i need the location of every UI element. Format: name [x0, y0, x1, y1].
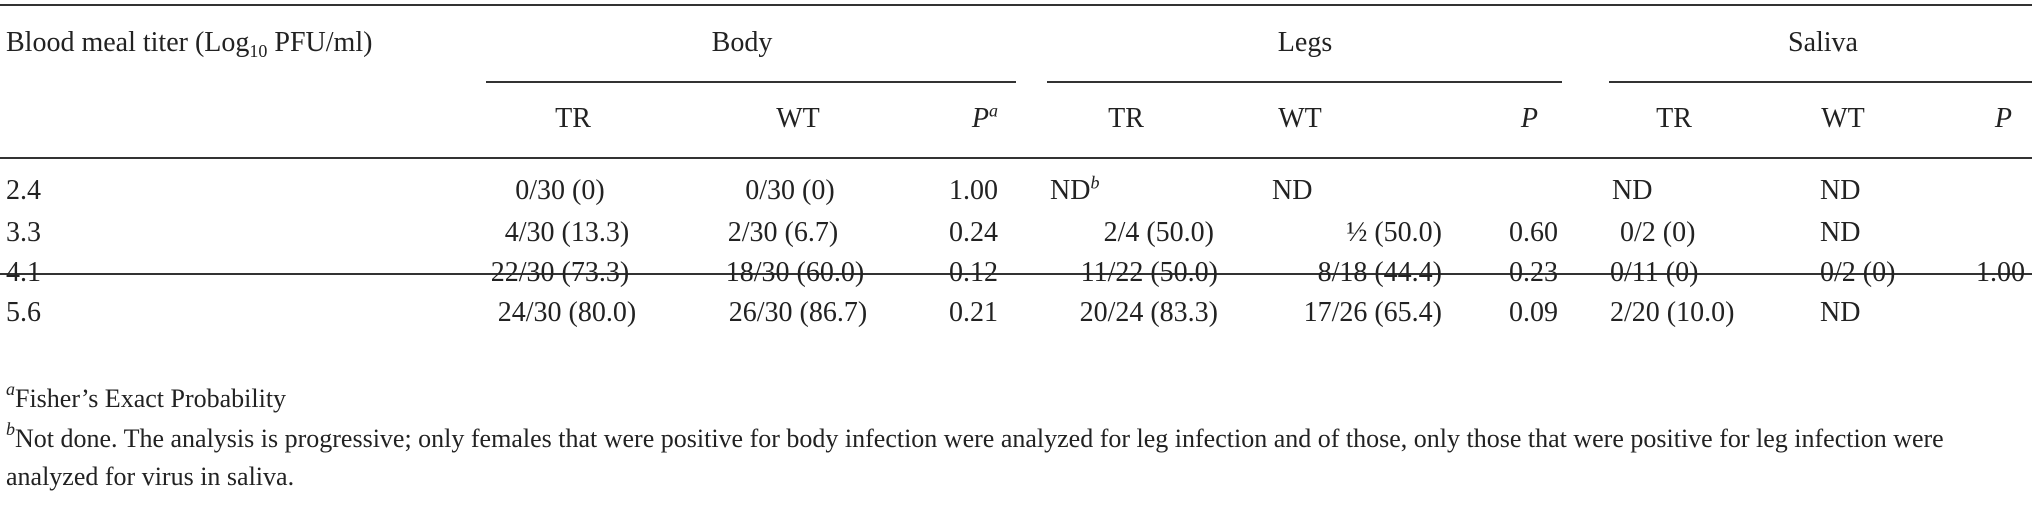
table-cell: 0.23 [1509, 257, 1558, 288]
group-header-body: Body [711, 27, 773, 58]
table-cell: 24/30 (80.0) [497, 297, 637, 328]
table-cell: 0/2 (0) [1620, 217, 1696, 248]
col-header-legs-p: P [1520, 103, 1538, 134]
row-titer: 2.4 [6, 175, 41, 206]
table-cell: 11/22 (50.0) [1080, 257, 1218, 288]
header-bottom-rule [0, 157, 2032, 159]
col-header-saliva-p: P [1994, 103, 2012, 134]
table-cell: 0.24 [949, 217, 998, 248]
table-cell: ND [1612, 175, 1653, 206]
row-titer: 5.6 [6, 297, 41, 328]
table-cell: 0.21 [949, 297, 998, 328]
col-header-legs-tr: TR [1108, 103, 1144, 134]
table-cell: ND [1820, 297, 1861, 328]
table-cell: NDb [1050, 172, 1100, 206]
table-cell: 4/30 (13.3) [504, 217, 630, 248]
table-cell: 1.00 [1976, 257, 2025, 288]
table-cell: 2/4 (50.0) [1103, 217, 1214, 248]
table-cell: 0/2 (0) [1820, 257, 1896, 288]
table-cell: ND [1820, 217, 1861, 248]
col-header-body-p: Pa [971, 100, 998, 134]
table-cell: 0/30 (0) [515, 175, 605, 206]
body-group-rule [486, 81, 1016, 83]
row-label-header: Blood meal titer (Log10 PFU/ml) [6, 27, 373, 61]
row-titer: 3.3 [6, 217, 41, 248]
group-header-saliva: Saliva [1788, 27, 1858, 58]
table-cell: 0.09 [1509, 297, 1558, 328]
table-cell: 17/26 (65.4) [1303, 297, 1442, 328]
table-bottom-rule [0, 273, 2032, 275]
table-cell: 0/30 (0) [745, 175, 835, 206]
row-titer: 4.1 [6, 257, 41, 288]
table-cell: 20/24 (83.3) [1079, 297, 1218, 328]
table-cell: 0.12 [949, 257, 998, 288]
table-cell: 22/30 (73.3) [490, 257, 630, 288]
table-cell: 26/30 (86.7) [728, 297, 868, 328]
table-cell: ND [1820, 175, 1861, 206]
col-header-saliva-tr: TR [1656, 103, 1692, 134]
table-cell: ND [1272, 175, 1313, 206]
col-header-body-wt: WT [776, 103, 820, 134]
table-cell: 2/30 (6.7) [727, 217, 839, 248]
table-cell: 2/20 (10.0) [1610, 297, 1735, 328]
col-header-legs-wt: WT [1278, 103, 1322, 134]
table-cell: 18/30 (60.0) [725, 257, 865, 288]
col-header-saliva-wt: WT [1821, 103, 1865, 134]
saliva-group-rule [1609, 81, 2032, 83]
table-cell: 0/11 (0) [1610, 257, 1699, 288]
table-cell: 0.60 [1509, 217, 1558, 248]
table-cell: 8/18 (44.4) [1317, 257, 1442, 288]
legs-group-rule [1047, 81, 1562, 83]
footnote-a: aFisher’s Exact Probability [6, 379, 287, 413]
table-cell: ½ (50.0) [1346, 217, 1442, 248]
footnote-b: bNot done. The analysis is progressive; … [6, 419, 1944, 491]
group-header-legs: Legs [1277, 27, 1333, 58]
top-rule [0, 4, 2032, 6]
table-cell: 1.00 [949, 175, 998, 206]
col-header-body-tr: TR [555, 103, 591, 134]
